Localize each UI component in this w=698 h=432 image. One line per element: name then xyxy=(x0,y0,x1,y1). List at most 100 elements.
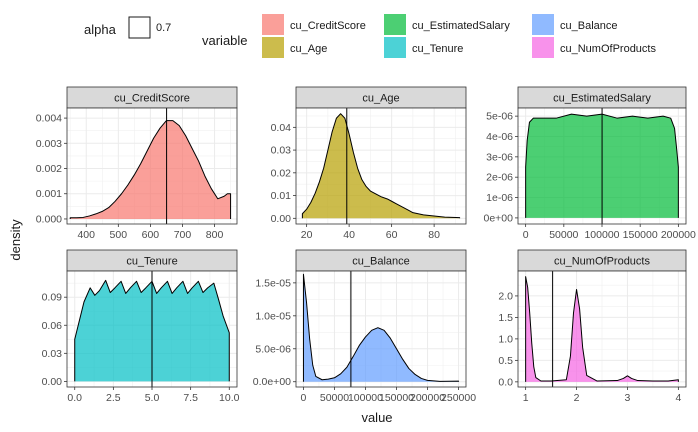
x-tick-label: 1 xyxy=(523,392,529,404)
y-tick-label: 0.03 xyxy=(42,348,63,360)
density-line xyxy=(302,273,460,382)
x-tick-label: 0 xyxy=(301,392,307,404)
y-tick-label: 0.04 xyxy=(271,122,292,134)
y-tick-label: 1.5e-05 xyxy=(255,277,291,289)
density-area xyxy=(303,274,459,382)
panel-cu-tenure: cu_Tenure 0.0 2.5 5.0 7.5 10.0 0.00 0.03 0.06 0.0… xyxy=(42,249,240,404)
y-tick-label: 0.00 xyxy=(42,376,63,388)
y-tick-label: 0.01 xyxy=(271,190,292,202)
density-line xyxy=(69,120,232,219)
legend: alpha 0.7 variable cu_CreditScore cu_Estimat… xyxy=(84,14,656,58)
legend-key xyxy=(384,14,406,35)
density-line xyxy=(301,113,461,219)
y-tick-label: 0.004 xyxy=(36,113,62,125)
x-tick-label: 5.0 xyxy=(145,392,160,404)
strip-label: cu_Tenure xyxy=(126,256,177,268)
x-tick-label: 400 xyxy=(77,229,95,241)
legend-label: cu_Balance xyxy=(560,20,618,32)
y-tick-label: 1.0 xyxy=(498,333,513,345)
x-axis-title: value xyxy=(361,410,392,425)
x-tick-label: 800 xyxy=(206,229,224,241)
y-tick-label: 2e-06 xyxy=(486,172,513,184)
y-tick-label: 0.02 xyxy=(271,167,292,179)
panel-cu-age: cu_Age 20 40 60 80 0.00 0.01 0.02 0.03 0.04 xyxy=(271,86,467,241)
y-tick-label: 0e+00 xyxy=(484,212,514,224)
panel-border xyxy=(295,107,467,225)
panel-cu-creditscore: cu_CreditScore 400 500 600 700 800 0.000 0.001 0… xyxy=(36,86,238,241)
y-tick-label: 1e-06 xyxy=(486,192,513,204)
y-tick-label: 0.00 xyxy=(271,213,292,225)
x-tick-label: 600 xyxy=(142,229,160,241)
density-line xyxy=(525,276,679,382)
legend-entry-cu-estimatedsalary: cu_EstimatedSalary xyxy=(384,14,510,35)
legend-key xyxy=(384,37,406,58)
legend-entry-cu-creditscore: cu_CreditScore xyxy=(262,14,366,35)
strip-label: cu_Balance xyxy=(352,256,410,268)
panel-border xyxy=(66,107,238,225)
x-tick-label: 200000 xyxy=(661,229,696,241)
x-tick-label: 200000 xyxy=(410,392,445,404)
y-tick-label: 0.5 xyxy=(498,355,513,367)
x-tick-label: 100000 xyxy=(584,229,619,241)
x-tick-label: 7.5 xyxy=(183,392,198,404)
y-tick-label: 3e-06 xyxy=(486,151,513,163)
panel-cu-estimatedsalary: cu_EstimatedSalary 0 50000 100000 150000 2000… xyxy=(484,86,696,241)
legend-key xyxy=(262,14,284,35)
legend-entry-cu-age: cu_Age xyxy=(262,37,327,58)
panel-cu-balance: cu_Balance 0 50000100000150000200000250000… xyxy=(253,249,476,404)
y-tick-label: 5.0e-06 xyxy=(255,343,291,355)
legend-key xyxy=(532,37,554,58)
y-tick-label: 2.0 xyxy=(498,290,513,302)
y-tick-label: 0.09 xyxy=(42,292,63,304)
y-tick-label: 0.0e+00 xyxy=(253,376,291,388)
legend-label: cu_EstimatedSalary xyxy=(412,20,510,32)
y-axis-title: density xyxy=(8,219,23,261)
x-tick-label: 0 xyxy=(523,229,529,241)
y-tick-label: 0.03 xyxy=(271,145,292,157)
x-tick-label: 150000 xyxy=(623,229,658,241)
strip-label: cu_Age xyxy=(362,93,399,105)
legend-alpha-title: alpha xyxy=(84,22,117,37)
y-tick-label: 1.0e-05 xyxy=(255,310,291,322)
x-tick-label: 20 xyxy=(301,229,313,241)
legend-label: cu_Tenure xyxy=(412,43,463,55)
x-tick-label: 80 xyxy=(428,229,440,241)
x-tick-label: 100000 xyxy=(348,392,383,404)
legend-key xyxy=(262,37,284,58)
panel-border xyxy=(517,270,687,388)
x-tick-label: 40 xyxy=(343,229,355,241)
y-tick-label: 1.5 xyxy=(498,312,513,324)
x-tick-label: 0.0 xyxy=(67,392,82,404)
x-tick-label: 700 xyxy=(174,229,192,241)
strip-label: cu_NumOfProducts xyxy=(554,256,650,268)
y-tick-label: 5e-06 xyxy=(486,111,513,123)
legend-label: cu_Age xyxy=(290,43,327,55)
density-area xyxy=(70,120,231,219)
x-tick-label: 10.0 xyxy=(219,392,240,404)
x-tick-label: 60 xyxy=(386,229,398,241)
y-tick-label: 4e-06 xyxy=(486,131,513,143)
legend-label: cu_CreditScore xyxy=(290,20,366,32)
y-tick-label: 0.06 xyxy=(42,320,63,332)
x-tick-label: 2.5 xyxy=(106,392,121,404)
y-tick-label: 0.003 xyxy=(36,138,62,150)
legend-entry-cu-tenure: cu_Tenure xyxy=(384,37,463,58)
y-tick-label: 0.002 xyxy=(36,163,62,175)
legend-alpha-key xyxy=(128,16,151,39)
panel-cu-numofproducts: cu_NumOfProducts 1 2 3 4 0.0 0.5 1.0 1.5 2.0 xyxy=(498,249,687,404)
legend-variable-title: variable xyxy=(202,33,248,48)
x-tick-label: 50000 xyxy=(320,392,349,404)
panel-border xyxy=(295,270,467,388)
x-tick-label: 250000 xyxy=(441,392,476,404)
gridlines xyxy=(518,271,686,387)
legend-alpha-value: 0.7 xyxy=(156,22,171,34)
legend-entry-cu-balance: cu_Balance xyxy=(532,14,618,35)
strip-label: cu_CreditScore xyxy=(114,93,190,105)
strip-label: cu_EstimatedSalary xyxy=(553,93,651,105)
legend-label: cu_NumOfProducts xyxy=(560,43,656,55)
x-tick-label: 150000 xyxy=(379,392,414,404)
y-tick-label: 0.000 xyxy=(36,213,62,225)
x-tick-label: 4 xyxy=(675,392,681,404)
legend-entry-cu-numofproducts: cu_NumOfProducts xyxy=(532,37,656,58)
